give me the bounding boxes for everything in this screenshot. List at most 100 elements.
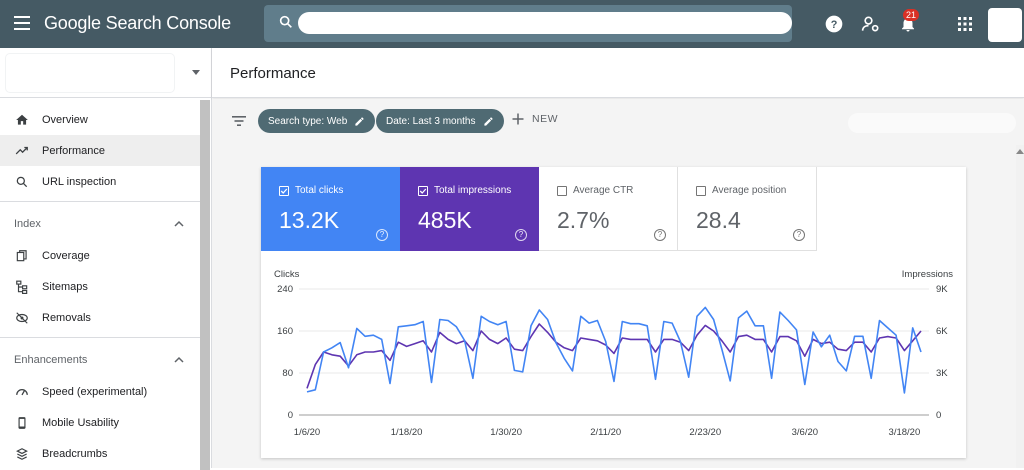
sidebar-item-coverage[interactable]: Coverage	[0, 240, 200, 271]
x-tick-label: 3/18/20	[889, 427, 921, 438]
search-icon[interactable]	[278, 14, 294, 30]
checkbox-checked-icon[interactable]	[279, 185, 289, 196]
chevron-up-icon[interactable]	[174, 219, 184, 229]
chip-label: Search type: Web	[268, 115, 348, 127]
chevron-up-icon[interactable]	[174, 355, 184, 365]
metric-label: Total clicks	[295, 185, 344, 196]
menu-icon[interactable]	[14, 16, 30, 30]
content-scrollbar[interactable]	[1016, 145, 1024, 468]
section-title: Enhancements	[14, 354, 88, 366]
metric-value: 2.7%	[557, 207, 610, 233]
mobile-icon	[14, 415, 30, 431]
sidebar-item-url-inspection[interactable]: URL inspection	[0, 166, 200, 197]
right-axis-label: Impressions	[902, 269, 953, 280]
sidebar-item-label: Overview	[42, 113, 88, 126]
sitemap-icon	[14, 279, 30, 295]
sidebar-item-label: URL inspection	[42, 175, 117, 188]
metric-average-ctr[interactable]: Average CTR 2.7% ?	[539, 167, 678, 251]
sidebar-item-speed[interactable]: Speed (experimental)	[0, 376, 200, 407]
help-circle-icon[interactable]: ?	[793, 229, 805, 241]
new-filter-button[interactable]: NEW	[512, 113, 558, 125]
sidebar-scrollbar[interactable]	[200, 100, 210, 470]
left-tick-label: 160	[277, 326, 293, 337]
x-tick-label: 1/6/20	[294, 427, 320, 438]
metric-value: 13.2K	[279, 207, 340, 233]
help-circle-icon[interactable]: ?	[515, 229, 527, 241]
checkbox-unchecked-icon[interactable]	[557, 185, 567, 196]
chip-label: Date: Last 3 months	[386, 115, 476, 127]
metric-value: 28.4	[696, 207, 741, 233]
section-header-enhancements[interactable]: Enhancements	[0, 348, 200, 372]
right-tick-label: 0	[936, 410, 941, 421]
sidebar-item-breadcrumbs[interactable]: Breadcrumbs	[0, 438, 200, 469]
top-app-bar: Google Search Console ? 21	[0, 0, 1024, 48]
checkbox-unchecked-icon[interactable]	[696, 185, 706, 196]
svg-text:?: ?	[831, 19, 838, 31]
breadcrumbs-icon	[14, 446, 30, 462]
app-logo[interactable]: Google Search Console	[44, 13, 231, 33]
metric-average-position[interactable]: Average position 28.4 ?	[678, 167, 817, 251]
x-tick-label: 1/18/20	[391, 427, 423, 438]
sidebar-item-performance[interactable]: Performance	[0, 135, 200, 166]
edit-pencil-icon[interactable]	[354, 116, 365, 127]
right-tick-label: 9K	[936, 284, 948, 295]
x-tick-label: 2/11/20	[590, 427, 621, 438]
page-title: Performance	[230, 65, 316, 82]
help-circle-icon[interactable]: ?	[654, 229, 666, 241]
performance-card: Total clicks 13.2K ? Total impressions 4…	[261, 167, 1020, 458]
new-filter-label: NEW	[532, 113, 558, 125]
sidebar-item-label: Removals	[42, 311, 91, 324]
filter-icon[interactable]	[232, 115, 246, 127]
sidebar-item-label: Coverage	[42, 249, 90, 262]
filter-chip-date[interactable]: Date: Last 3 months	[376, 109, 504, 133]
search-bar	[264, 5, 792, 42]
property-selector[interactable]	[0, 48, 212, 98]
right-tick-label: 3K	[936, 368, 948, 379]
series-line-clicks	[306, 306, 922, 394]
left-axis-label: Clicks	[274, 269, 300, 280]
home-icon	[14, 112, 30, 128]
sidebar-item-label: Breadcrumbs	[42, 447, 108, 460]
trending-up-icon	[14, 143, 30, 159]
x-tick-label: 1/30/20	[490, 427, 522, 438]
metric-total-clicks[interactable]: Total clicks 13.2K ?	[261, 167, 400, 251]
edit-pencil-icon[interactable]	[483, 116, 494, 127]
x-tick-label: 2/23/20	[689, 427, 721, 438]
metric-label: Total impressions	[434, 185, 512, 196]
section-header-index[interactable]: Index	[0, 212, 200, 236]
account-avatar[interactable]	[988, 8, 1022, 42]
coverage-icon	[14, 248, 30, 264]
divider	[0, 201, 200, 202]
property-selector-value[interactable]	[6, 54, 174, 92]
performance-chart: Clicks Impressions 240 9K 160 6K 80 3K 0 0 1/6/2…	[261, 263, 1020, 453]
sidebar-item-label: Mobile Usability	[42, 416, 120, 429]
sidebar-item-overview[interactable]: Overview	[0, 104, 200, 135]
help-circle-icon[interactable]: ?	[376, 229, 388, 241]
filter-chip-search-type[interactable]: Search type: Web	[258, 109, 376, 133]
sidebar-item-label: Performance	[42, 144, 105, 157]
search-icon	[14, 174, 30, 190]
search-input[interactable]	[298, 12, 792, 34]
speed-icon	[14, 384, 30, 400]
help-icon[interactable]: ?	[822, 12, 846, 36]
plus-icon	[512, 113, 524, 125]
sidebar-item-removals[interactable]: Removals	[0, 302, 200, 333]
filter-bar: Search type: Web Date: Last 3 months NEW	[212, 99, 1024, 145]
main-content: Search type: Web Date: Last 3 months NEW…	[212, 99, 1024, 468]
sidebar-item-sitemaps[interactable]: Sitemaps	[0, 271, 200, 302]
sidebar-item-mobile-usability[interactable]: Mobile Usability	[0, 407, 200, 438]
notification-badge: 21	[903, 9, 919, 21]
checkbox-checked-icon[interactable]	[418, 185, 428, 196]
metric-label: Average position	[712, 185, 787, 196]
metric-total-impressions[interactable]: Total impressions 485K ?	[400, 167, 539, 251]
metric-value: 485K	[418, 207, 472, 233]
manage-users-icon[interactable]	[859, 12, 883, 36]
sidebar-item-label: Sitemaps	[42, 280, 88, 293]
apps-grid-icon[interactable]	[953, 12, 977, 36]
caret-down-icon[interactable]	[192, 70, 200, 75]
sidebar-item-label: Speed (experimental)	[42, 385, 148, 398]
removals-icon	[14, 310, 30, 326]
x-tick-label: 3/6/20	[792, 427, 818, 438]
scroll-up-arrow-icon[interactable]	[1016, 149, 1024, 154]
